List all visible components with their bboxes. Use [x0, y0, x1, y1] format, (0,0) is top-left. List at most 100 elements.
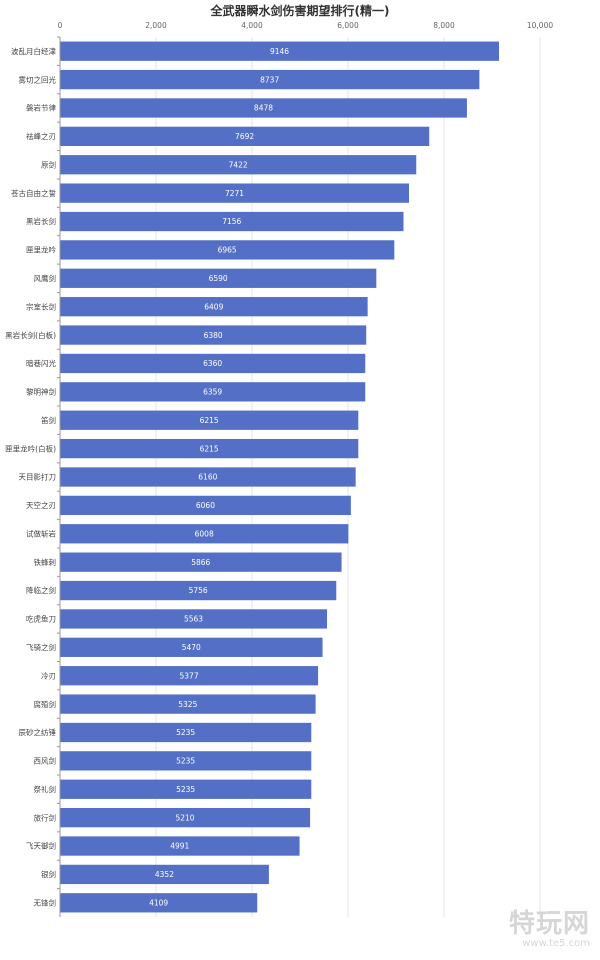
category-label: 祛峰之刃 — [26, 131, 56, 141]
bar — [60, 580, 337, 601]
x-tick-label: 2,000 — [145, 21, 167, 30]
bar — [60, 666, 319, 686]
x-axis-ticks: 0 2,000 4,000 6,000 8,000 10,000 — [58, 21, 554, 30]
category-label: 西风剑 — [34, 756, 57, 766]
category-label: 飞天御剑 — [26, 841, 56, 851]
category-label: 冷刃 — [41, 670, 56, 680]
bar-value-label: 5563 — [184, 615, 203, 624]
bar-value-label: 5235 — [176, 785, 195, 794]
bar — [60, 893, 258, 913]
bar — [60, 155, 417, 175]
bar — [60, 268, 377, 288]
bar — [60, 694, 316, 714]
category-label: 匣里龙吟 — [26, 245, 56, 255]
bar — [60, 183, 410, 203]
bar — [60, 467, 356, 487]
category-label: 雾切之回光 — [19, 74, 57, 84]
category-label: 苍古自由之誓 — [11, 188, 56, 198]
category-label: 匣里龙吟(白板) — [5, 443, 56, 453]
category-label: 黎明神剑 — [26, 387, 56, 397]
bar-value-label: 7271 — [225, 189, 244, 198]
bar-value-label: 6965 — [218, 246, 237, 255]
bar — [60, 524, 349, 544]
bar-value-label: 5235 — [176, 757, 195, 766]
bar-value-label: 7156 — [222, 217, 241, 226]
bar-value-label: 8478 — [254, 104, 273, 113]
category-label: 旅行剑 — [34, 812, 57, 822]
x-tick-label: 10,000 — [527, 21, 553, 30]
category-label: 祭礼剑 — [34, 784, 57, 794]
bar — [60, 382, 366, 402]
bars: 9146 8737 8478 7692 7422 7271 7156 6965 6590 6409… — [60, 41, 500, 913]
x-tick-label: 4,000 — [241, 21, 263, 30]
bar — [60, 353, 366, 374]
category-label: 风鹰剑 — [34, 273, 57, 283]
watermark-logo: 特玩网 — [508, 909, 590, 939]
category-label: 原剑 — [41, 159, 56, 169]
bar-value-label: 4352 — [155, 870, 174, 879]
bar — [60, 836, 300, 856]
bar-value-label: 4991 — [170, 842, 189, 851]
bar-value-label: 5325 — [178, 700, 197, 709]
bar — [60, 41, 500, 61]
bar — [60, 751, 312, 771]
bar — [60, 722, 312, 743]
category-label: 试做斩岩 — [26, 528, 56, 538]
category-label: 铁蜂刺 — [34, 557, 57, 567]
x-tick-label: 0 — [58, 21, 63, 30]
bar-value-label: 5377 — [180, 671, 199, 680]
bar-value-label: 6359 — [203, 388, 222, 397]
bar — [60, 126, 430, 147]
category-label: 暗巷闪光 — [26, 358, 56, 368]
bar-value-label: 6380 — [204, 331, 223, 340]
bar — [60, 69, 480, 90]
category-label: 无锋剑 — [34, 898, 57, 908]
category-label: 降临之剑 — [26, 585, 56, 595]
bar-value-label: 5210 — [175, 813, 194, 822]
bar-value-label: 6060 — [196, 501, 215, 510]
bar-value-label: 6215 — [200, 416, 219, 425]
bar — [60, 438, 359, 459]
bar — [60, 325, 367, 345]
watermark: 特玩网 www.te5.com — [509, 910, 590, 950]
bar — [60, 864, 269, 885]
watermark-url: www.te5.com — [522, 938, 590, 949]
bar — [60, 807, 311, 828]
bar — [60, 297, 368, 317]
category-label: 飞骑之剑 — [26, 642, 56, 652]
bar — [60, 211, 404, 232]
bar-value-label: 5470 — [182, 643, 201, 652]
x-tick-label: 6,000 — [337, 21, 359, 30]
bar — [60, 779, 312, 799]
bar — [60, 410, 359, 430]
bar-value-label: 6360 — [203, 359, 222, 368]
bar — [60, 609, 328, 629]
bar-value-label: 7692 — [235, 132, 254, 141]
category-label: 笛剑 — [41, 415, 56, 425]
y-axis-category-labels: 波乱月白经津雾切之回光磐岩节律祛峰之刃原剑苍古自由之誓黑岩长剑匣里龙吟风鹰剑宗室… — [5, 36, 60, 908]
bar-value-label: 8737 — [260, 75, 279, 84]
bar-value-label: 6409 — [204, 302, 223, 311]
category-label: 天目影打刀 — [19, 472, 57, 482]
category-label: 银剑 — [41, 869, 56, 879]
bar-value-label: 6008 — [195, 529, 214, 538]
category-label: 宗室长剑 — [26, 301, 56, 311]
bar-value-label: 4109 — [149, 899, 168, 908]
bar — [60, 495, 351, 516]
chart-title: 全武器瞬水剑伤害期望排行(精一) — [210, 4, 390, 18]
bar-value-label: 6590 — [209, 274, 228, 283]
category-label: 黑岩长剑 — [26, 216, 56, 226]
bar-value-label: 6160 — [198, 473, 217, 482]
category-label: 黑岩长剑(白板) — [5, 330, 56, 340]
category-label: 腐殖剑 — [34, 699, 57, 709]
category-label: 辰砂之纺锤 — [19, 727, 57, 737]
bar — [60, 98, 467, 118]
bar-value-label: 9146 — [270, 47, 289, 56]
bar-value-label: 5866 — [191, 558, 210, 567]
bar-value-label: 6215 — [200, 444, 219, 453]
bar — [60, 637, 323, 657]
bar — [60, 240, 395, 260]
bar-value-label: 5235 — [176, 728, 195, 737]
category-label: 波乱月白经津 — [11, 46, 56, 56]
